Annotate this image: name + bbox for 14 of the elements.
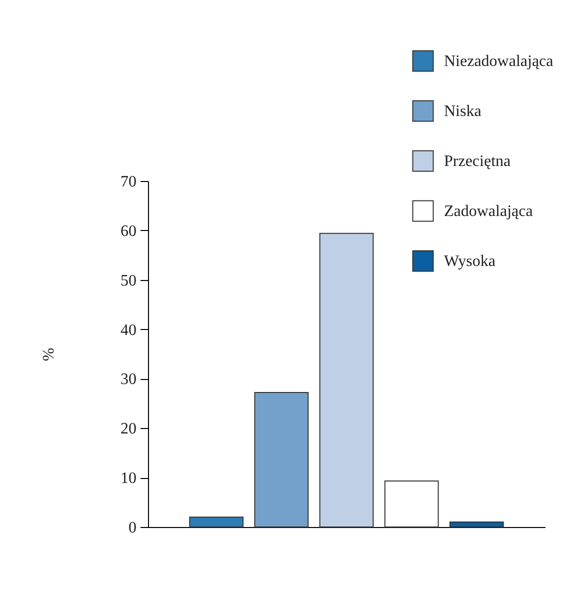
y-tick-label: 40 bbox=[120, 322, 136, 339]
legend-label: Przeciętna bbox=[444, 153, 511, 170]
y-tick-label: 30 bbox=[120, 371, 136, 388]
y-tick-label: 0 bbox=[128, 520, 136, 536]
y-tick-label: 60 bbox=[120, 222, 136, 240]
y-tick-label: 70 bbox=[120, 174, 136, 190]
y-tick-label: 50 bbox=[120, 272, 136, 290]
y-tick-label: 10 bbox=[120, 470, 136, 488]
legend-label: Wysoka bbox=[444, 253, 496, 270]
legend-label: Zadowalająca bbox=[444, 203, 533, 220]
legend-label: Niska bbox=[444, 103, 482, 120]
y-axis-title: % bbox=[40, 348, 58, 362]
legend-label: Niezadowalająca bbox=[444, 53, 554, 70]
y-tick-label: 20 bbox=[120, 420, 136, 438]
